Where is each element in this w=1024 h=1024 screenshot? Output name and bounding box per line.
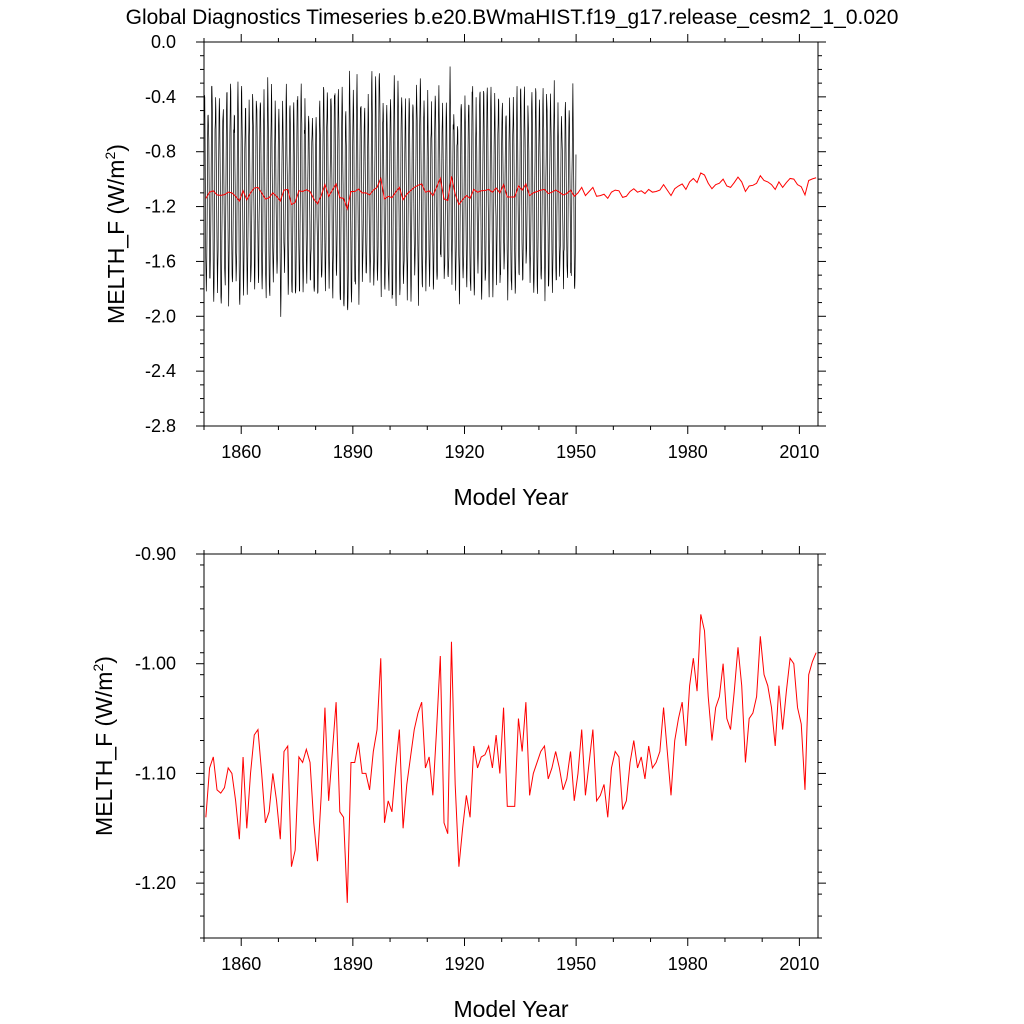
y-tick-label: -1.00 <box>135 654 176 674</box>
series-annual-line <box>205 172 817 211</box>
y-axis-label: MELTH_F (W/m2) <box>102 144 129 324</box>
y-tick-label: -1.2 <box>145 197 176 217</box>
axis-ticks <box>196 34 826 434</box>
y-tick-label: -2.0 <box>145 306 176 326</box>
y-tick-label: -0.4 <box>145 87 176 107</box>
x-tick-label: 2010 <box>779 442 819 462</box>
y-tick-label: -1.10 <box>135 763 176 783</box>
x-tick-label: 1950 <box>556 954 596 974</box>
y-tick-label: -1.6 <box>145 251 176 271</box>
y-axis-label: MELTH_F (W/m2) <box>90 656 117 836</box>
plot-frame <box>203 553 819 939</box>
series-annual-line <box>205 614 817 903</box>
monthly-timeseries-panel: 1860 1890 1920 1950 1980 2010 0.0 -0.4 -0.8 -1.2 -… <box>102 32 826 510</box>
annual-mean-panel: 1860 1890 1920 1950 1980 2010 -0.90 -1.00 -1.10 -… <box>90 544 826 1022</box>
annual-plot-area <box>205 614 817 903</box>
y-tick-label: -2.8 <box>145 416 176 436</box>
figure-title: Global Diagnostics Timeseries b.e20.BWma… <box>126 6 899 29</box>
tick-labels: 1860 1890 1920 1950 1980 2010 0.0 -0.4 -0.8 -1.2 -… <box>145 32 819 462</box>
x-tick-label: 1890 <box>333 954 373 974</box>
x-axis-label: Model Year <box>453 484 568 510</box>
y-tick-label: 0.0 <box>151 32 176 52</box>
x-tick-label: 1920 <box>444 954 484 974</box>
x-tick-label: 1920 <box>444 442 484 462</box>
y-tick-label: -0.8 <box>145 142 176 162</box>
y-tick-label: -0.90 <box>135 544 176 564</box>
x-tick-label: 1890 <box>333 442 373 462</box>
series-monthly-line <box>204 66 577 317</box>
y-tick-label: -1.20 <box>135 873 176 893</box>
x-axis-label: Model Year <box>453 996 568 1022</box>
monthly-plot-area <box>204 66 817 317</box>
x-tick-label: 1860 <box>221 442 261 462</box>
x-tick-label: 1980 <box>668 954 708 974</box>
y-tick-label: -2.4 <box>145 361 176 381</box>
x-tick-label: 1980 <box>668 442 708 462</box>
x-tick-label: 2010 <box>779 954 819 974</box>
axis-ticks <box>196 546 826 946</box>
x-tick-label: 1950 <box>556 442 596 462</box>
tick-labels: 1860 1890 1920 1950 1980 2010 -0.90 -1.00 -1.10 -… <box>135 544 819 974</box>
x-tick-label: 1860 <box>221 954 261 974</box>
